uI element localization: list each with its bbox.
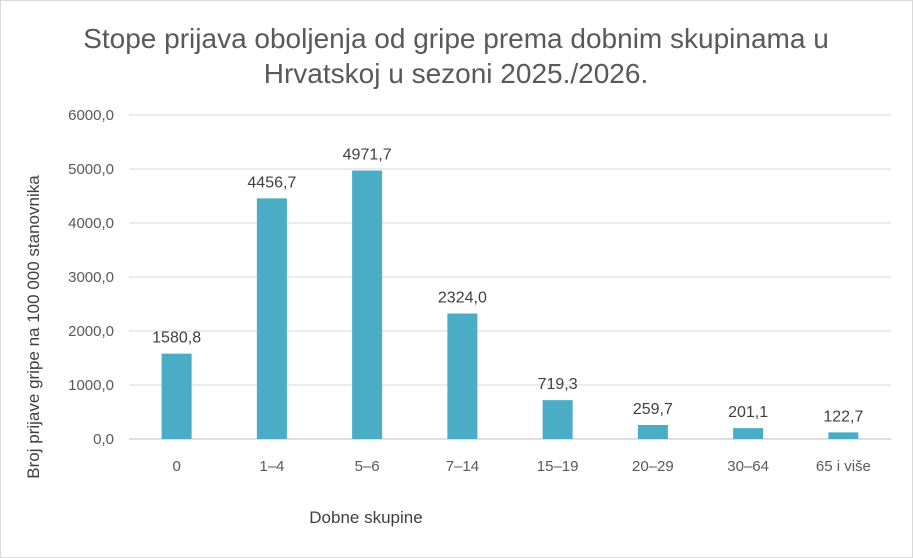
data-label: 4971,7 bbox=[343, 147, 392, 164]
y-tick-label: 3000,0 bbox=[68, 269, 114, 286]
y-tick-label: 4000,0 bbox=[68, 215, 114, 232]
data-label: 719,3 bbox=[538, 376, 578, 393]
bars bbox=[161, 170, 859, 439]
y-tick-label: 6000,0 bbox=[68, 107, 114, 124]
y-tick-label: 2000,0 bbox=[68, 323, 114, 340]
bar bbox=[733, 428, 764, 439]
x-tick-label: 1–4 bbox=[259, 458, 284, 475]
bar bbox=[637, 424, 668, 439]
x-tick-label: 20–29 bbox=[632, 458, 674, 475]
bar bbox=[161, 353, 192, 439]
bar bbox=[828, 432, 859, 439]
x-tick-label: 7–14 bbox=[446, 458, 479, 475]
bar bbox=[352, 170, 383, 439]
x-tick-label: 30–64 bbox=[727, 458, 769, 475]
chart-title-line-2: Hrvatskoj u sezoni 2025./2026. bbox=[264, 58, 648, 89]
y-axis-title: Broj prijave gripe na 100 000 stanovnika bbox=[24, 175, 43, 479]
x-tick-label: 65 i više bbox=[816, 458, 871, 475]
y-tick-label: 0,0 bbox=[93, 431, 114, 448]
data-label: 201,1 bbox=[728, 404, 768, 421]
data-label: 1580,8 bbox=[152, 330, 201, 347]
bar bbox=[447, 313, 478, 439]
data-label: 2324,0 bbox=[438, 290, 487, 307]
data-labels: 1580,8 4456,7 4971,7 2324,0 719,3 259,7 201,1 1… bbox=[152, 147, 863, 426]
y-tick-label: 1000,0 bbox=[68, 377, 114, 394]
gridlines bbox=[129, 114, 891, 440]
data-label: 259,7 bbox=[633, 401, 673, 418]
x-tick-label: 5–6 bbox=[355, 458, 380, 475]
y-axis-ticks: 0,0 1000,0 2000,0 3000,0 4000,0 5000,0 6000,0 bbox=[68, 107, 114, 448]
chart-title: Stope prijava oboljenja od gripe prema d… bbox=[83, 23, 829, 89]
bar bbox=[256, 198, 287, 439]
data-label: 4456,7 bbox=[247, 174, 296, 191]
x-axis-ticks: 0 1–4 5–6 7–14 15–19 20–29 30–64 65 i više bbox=[172, 458, 870, 475]
x-tick-label: 15–19 bbox=[537, 458, 579, 475]
chart-title-line-1: Stope prijava oboljenja od gripe prema d… bbox=[83, 23, 829, 54]
x-tick-label: 0 bbox=[172, 458, 180, 475]
bar bbox=[542, 400, 573, 439]
data-label: 122,7 bbox=[823, 408, 863, 425]
y-tick-label: 5000,0 bbox=[68, 161, 114, 178]
x-axis-title: Dobne skupine bbox=[309, 508, 422, 527]
